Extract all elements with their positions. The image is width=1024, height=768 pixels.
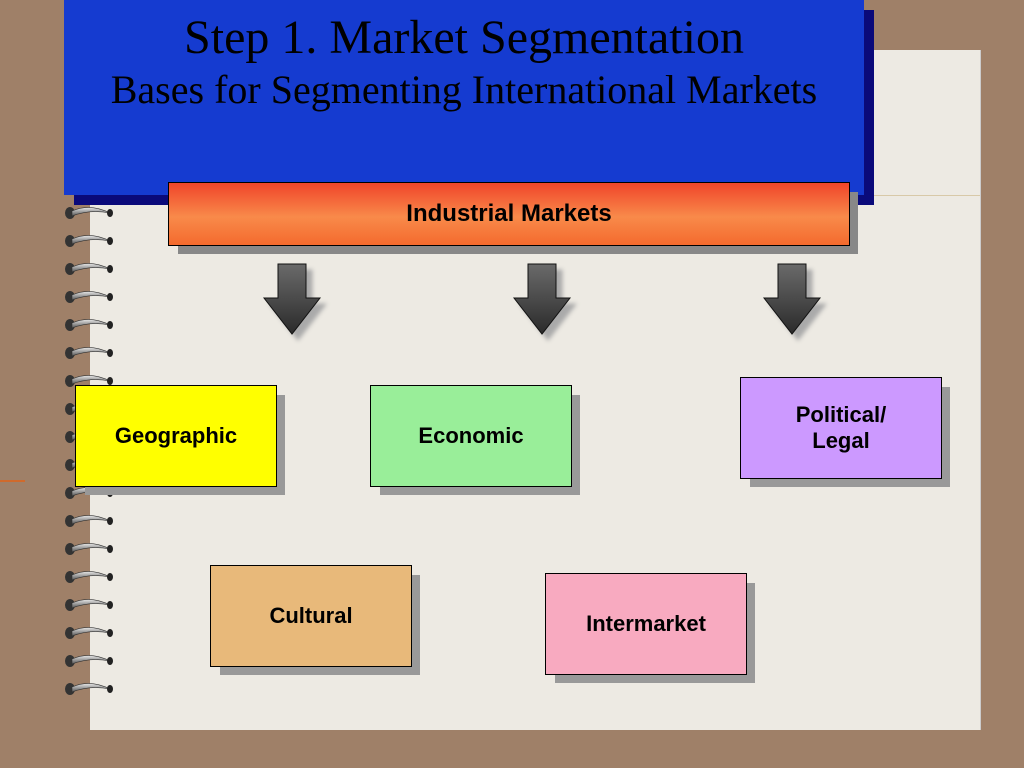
down-arrow-icon xyxy=(260,260,324,340)
spiral-ring xyxy=(60,205,116,219)
spiral-ring xyxy=(60,261,116,275)
economic-box: Economic xyxy=(370,385,572,487)
industrial-markets-label: Industrial Markets xyxy=(406,200,611,228)
spiral-ring xyxy=(60,569,116,583)
intermarket-box: Intermarket xyxy=(545,573,747,675)
cultural-box: Cultural xyxy=(210,565,412,667)
industrial-markets-box: Industrial Markets xyxy=(168,182,850,246)
title-line-1: Step 1. Market Segmentation xyxy=(64,10,864,65)
political-legal-box: Political/ Legal xyxy=(740,377,942,479)
spiral-ring xyxy=(60,625,116,639)
title-line-2: Bases for Segmenting International Marke… xyxy=(64,65,864,115)
spiral-ring xyxy=(60,317,116,331)
down-arrow-icon xyxy=(760,260,824,340)
geographic-box: Geographic xyxy=(75,385,277,487)
spiral-ring xyxy=(60,681,116,695)
geographic-label: Geographic xyxy=(115,423,237,449)
spiral-ring xyxy=(60,541,116,555)
spiral-ring xyxy=(60,233,116,247)
cultural-label: Cultural xyxy=(269,603,352,629)
political-legal-label: Political/ Legal xyxy=(796,402,886,455)
down-arrow-icon xyxy=(510,260,574,340)
economic-label: Economic xyxy=(418,423,523,449)
spiral-ring xyxy=(60,345,116,359)
spiral-ring xyxy=(60,289,116,303)
spiral-ring xyxy=(60,653,116,667)
page-rule-accent xyxy=(0,480,25,482)
spiral-ring xyxy=(60,513,116,527)
title-banner: Step 1. Market Segmentation Bases for Se… xyxy=(64,0,864,195)
spiral-ring xyxy=(60,597,116,611)
intermarket-label: Intermarket xyxy=(586,611,706,637)
